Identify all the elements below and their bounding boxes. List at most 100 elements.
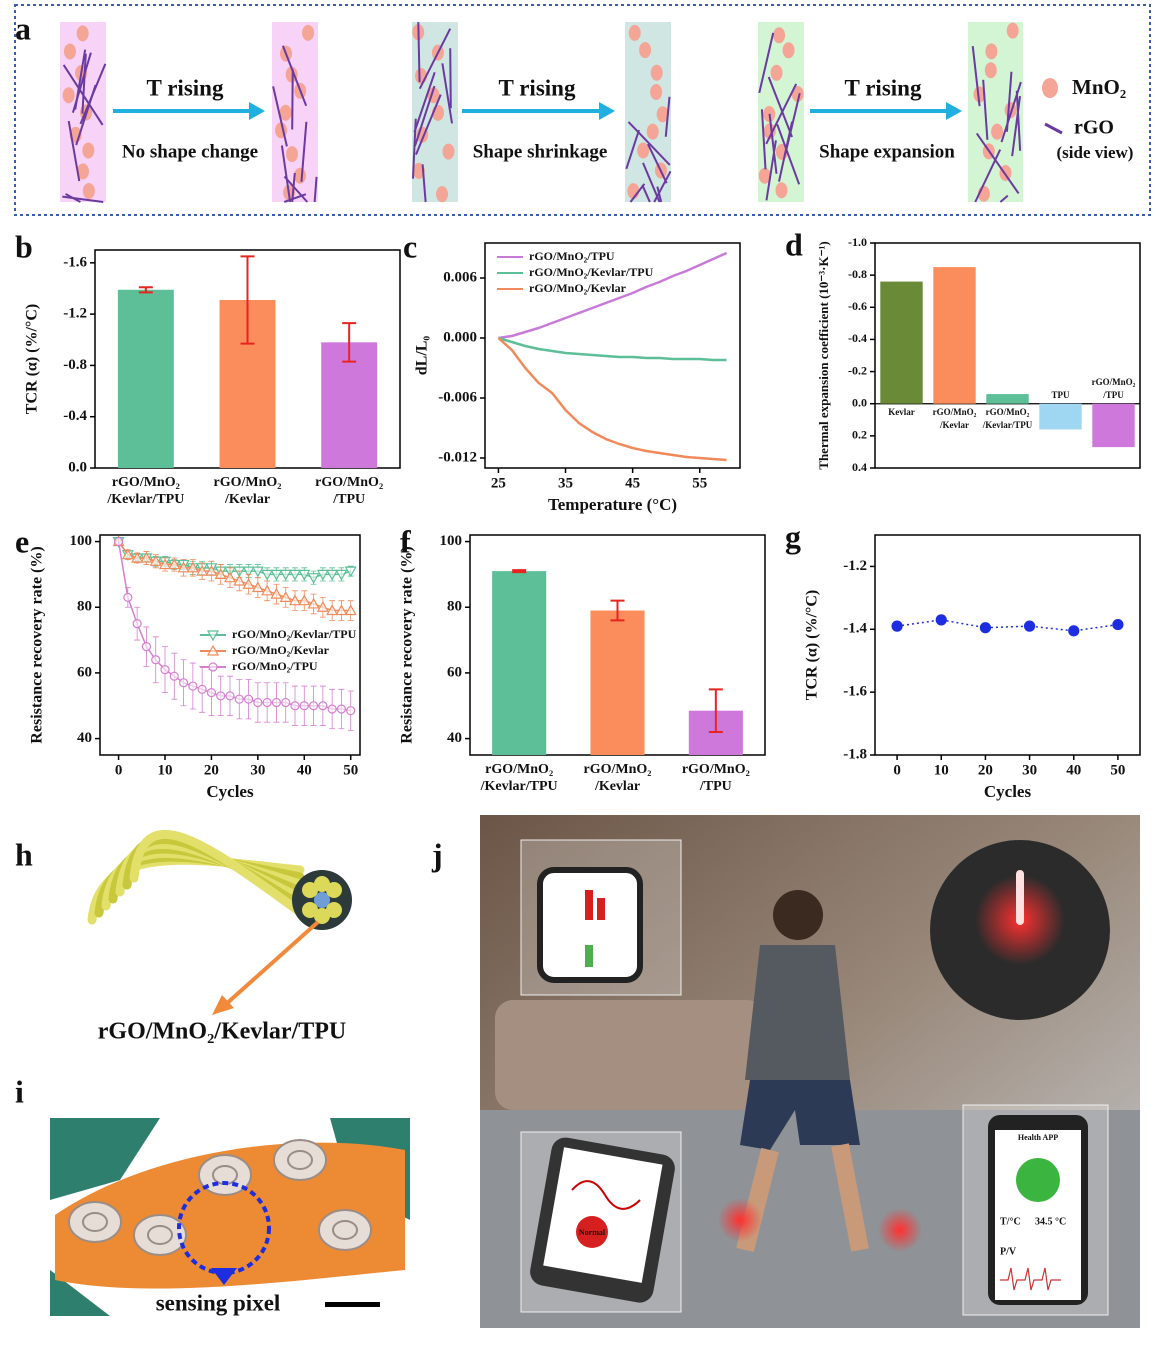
y-tick-label: 80 (447, 599, 462, 615)
data-point (318, 701, 328, 711)
data-point (891, 620, 903, 632)
category-label: rGO/MnO₂ (1092, 377, 1136, 387)
shape (63, 43, 76, 60)
data-point (251, 566, 264, 578)
shape (973, 86, 986, 103)
legend-label: rGO/MnO₂/TPU (232, 659, 318, 673)
app-temp-label: T/°C (1000, 1216, 1021, 1227)
shape (770, 64, 783, 81)
category-label: /Kevlar (224, 492, 270, 507)
panel-label: f (400, 523, 411, 559)
shape (782, 42, 795, 59)
data-point (242, 578, 255, 589)
shape (597, 898, 605, 920)
shape (991, 123, 1004, 140)
data-point (197, 684, 207, 694)
app-temp-value: 34.5 °C (1035, 1216, 1066, 1227)
legend-label: rGO/MnO₂/Kevlar/TPU (529, 265, 654, 279)
y-tick-label: 80 (77, 599, 92, 615)
y-tick-label: -0.006 (438, 389, 477, 405)
y-tick-label: 40 (77, 730, 92, 746)
shape (760, 109, 767, 170)
shape (878, 1208, 922, 1252)
x-tick-label: 40 (297, 762, 312, 778)
y-tick-label: -1.2 (63, 306, 87, 322)
category-label: rGO/MnO₂ (485, 762, 553, 777)
shape (82, 142, 95, 159)
shape (74, 49, 87, 110)
shape (629, 183, 646, 203)
shape (773, 890, 823, 940)
shape (1016, 870, 1024, 925)
x-tick-label: 30 (250, 762, 265, 778)
shape (326, 902, 342, 918)
bar (1039, 403, 1082, 430)
shape (1006, 22, 1019, 39)
panel-label: g (785, 518, 801, 554)
y-tick-label: 0.0 (852, 395, 867, 409)
shape (129, 830, 305, 917)
y-axis-label: Resistance recovery rate (%) (29, 546, 46, 743)
legend-label: rGO/MnO₂/TPU (529, 249, 615, 263)
category-label: TPU (1052, 390, 1071, 400)
legend-label: rGO (1074, 117, 1114, 139)
category-label: /Kevlar (939, 420, 969, 430)
data-point (270, 569, 283, 581)
shape (442, 143, 455, 160)
x-tick-label: 45 (625, 475, 640, 491)
y-tick-label: 0.4 (852, 460, 867, 474)
shape (773, 27, 786, 44)
legend-label: MnO₂ (1072, 75, 1126, 99)
error-bar (708, 688, 723, 734)
shape (55, 1142, 405, 1289)
shape (332, 1220, 358, 1240)
shape (495, 1000, 765, 1110)
shape (293, 167, 306, 184)
shape (995, 1130, 1081, 1300)
shape (279, 104, 292, 121)
y-tick-label: 100 (70, 533, 93, 549)
data-point (151, 655, 161, 665)
y-tick-label: -0.8 (63, 357, 87, 373)
panel-label: j (431, 836, 443, 872)
plot-frame (484, 242, 741, 469)
x-tick-label: 20 (204, 762, 219, 778)
shape (291, 69, 294, 130)
x-axis-label: Cycles (984, 782, 1032, 801)
data-point (140, 551, 153, 563)
data-point (206, 688, 217, 698)
shape (1016, 1158, 1060, 1202)
shape (249, 102, 265, 120)
series-line (896, 619, 1119, 632)
shape (302, 24, 315, 41)
legend-label: rGO/MnO₂/Kevlar (529, 281, 627, 295)
series-line (497, 337, 727, 462)
shape (82, 182, 95, 199)
y-tick-label: -1.8 (843, 746, 867, 762)
y-axis-label: TCR (α) (%/°C) (24, 304, 41, 414)
data-point (234, 694, 244, 704)
photo-label: sensing pixel (156, 1290, 281, 1315)
shape (314, 908, 330, 924)
shape (441, 63, 453, 124)
shape (67, 120, 81, 182)
shape (664, 96, 671, 137)
step-label: T rising (499, 75, 576, 100)
shape (776, 123, 801, 185)
y-tick-label: 60 (447, 664, 462, 680)
data-point (216, 691, 226, 701)
legend-label: rGO/MnO₂/Kevlar (232, 643, 330, 657)
shape (272, 86, 288, 147)
data-point (1112, 618, 1124, 631)
data-point (188, 681, 198, 691)
y-axis-label: TCR (α) (%/°C) (804, 590, 821, 700)
bar (117, 289, 174, 468)
shape (984, 62, 997, 79)
shape (639, 42, 652, 59)
shape (985, 43, 998, 60)
shape (436, 186, 449, 203)
shape (421, 164, 427, 203)
shape (971, 46, 981, 107)
y-tick-label: 0.000 (443, 329, 477, 345)
data-point (178, 678, 189, 688)
